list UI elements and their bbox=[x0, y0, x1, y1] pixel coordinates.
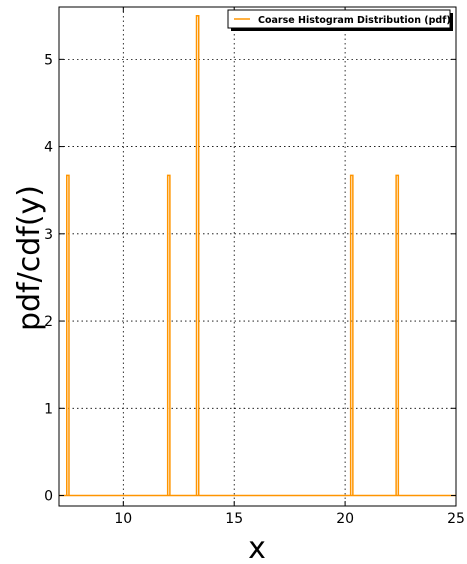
ticks: 10 15 20 25 0 1 2 3 4 5 bbox=[44, 7, 465, 527]
plot-frame bbox=[58, 6, 457, 507]
y-tick-label: 0 bbox=[44, 489, 53, 505]
series-layer bbox=[59, 14, 456, 497]
legend: Coarse Histogram Distribution (pdf) bbox=[227, 9, 453, 31]
plot-background bbox=[59, 7, 456, 506]
x-tick-label: 15 bbox=[225, 511, 243, 527]
y-tick-label: 4 bbox=[44, 140, 53, 156]
pdf-spike bbox=[66, 174, 70, 496]
y-axis-label: pdf/cdf(y) bbox=[12, 185, 47, 331]
x-axis-label: x bbox=[248, 531, 266, 564]
y-tick-label: 3 bbox=[44, 227, 53, 243]
y-tick-label: 5 bbox=[44, 52, 53, 68]
y-tick-label: 2 bbox=[44, 314, 53, 330]
legend-entry: Coarse Histogram Distribution (pdf) bbox=[258, 15, 451, 26]
pdf-spike bbox=[395, 174, 400, 496]
pdf-spike bbox=[195, 14, 200, 496]
x-tick-label: 10 bbox=[114, 511, 132, 527]
legend-box bbox=[227, 9, 451, 29]
pdf-spike bbox=[349, 174, 354, 496]
x-tick-label: 25 bbox=[447, 511, 465, 527]
y-tick-label: 1 bbox=[44, 401, 53, 417]
pdf-spike bbox=[166, 174, 171, 496]
x-tick-label: 20 bbox=[336, 511, 354, 527]
